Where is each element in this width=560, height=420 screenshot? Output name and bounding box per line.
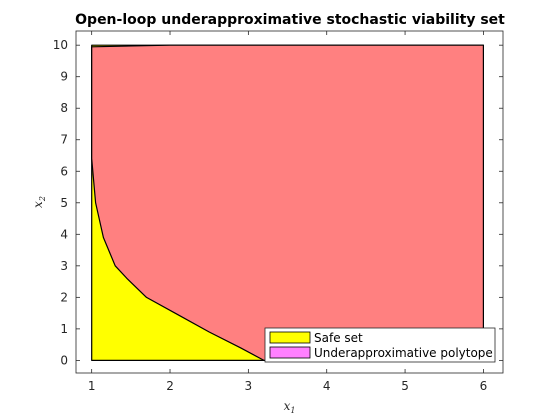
y-tick-label: 1 [60,322,68,336]
x-tick-label: 2 [166,379,174,393]
x-axis-label-main: x [284,399,291,413]
x-tick-label: 6 [480,379,488,393]
legend-swatch-underapproximative-polytope [269,346,311,359]
x-tick-label: 5 [401,379,409,393]
axes-box [75,30,504,374]
chart-title: Open-loop underapproximative stochastic … [75,12,505,28]
plot-area [76,31,503,373]
y-tick-label: 4 [60,227,68,241]
y-tick-label: 3 [60,259,68,273]
x-tick-label: 4 [323,379,331,393]
y-tick-label: 2 [60,290,68,304]
y-axis-label-subscript: 2 [38,196,47,202]
x-axis-label-subscript: 1 [290,406,295,415]
x-tick-label: 3 [245,379,253,393]
legend-swatch-safe-set [269,331,311,344]
x-axis-label: x1 [284,399,296,415]
y-tick-label: 9 [60,70,68,84]
y-tick-label: 6 [60,164,68,178]
y-tick-label: 8 [60,101,68,115]
legend-label-safe-set: Safe set [314,331,363,345]
series-underapproximative-polytope-polygon [91,44,484,361]
y-axis-label-main: x [31,201,45,208]
y-tick-label: 0 [60,353,68,367]
legend-label-underapproximative-polytope: Underapproximative polytope [314,346,493,360]
x-tick-label: 1 [88,379,96,393]
y-axis-label: x2 [31,196,47,208]
y-tick-label: 7 [60,133,68,147]
y-tick-label: 5 [60,196,68,210]
y-tick-label: 10 [53,38,68,52]
